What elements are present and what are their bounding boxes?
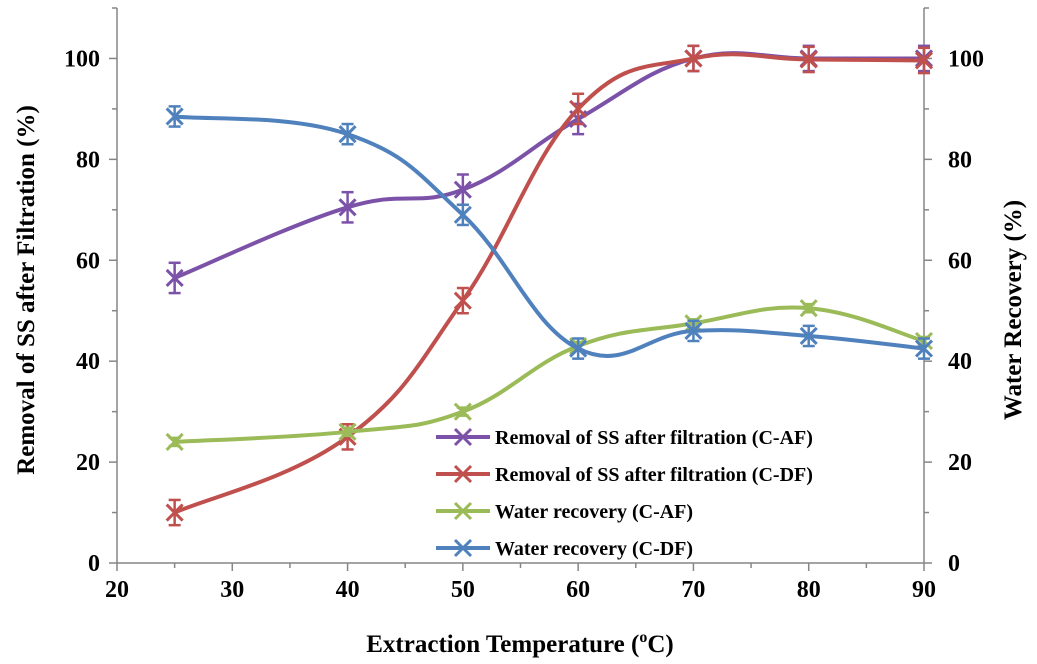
point-marker bbox=[799, 299, 818, 318]
data-point bbox=[799, 326, 818, 346]
point-marker bbox=[799, 326, 818, 346]
point-marker bbox=[799, 50, 818, 69]
x-tick-label: 60 bbox=[566, 577, 590, 603]
x-tick-label: 30 bbox=[220, 577, 244, 603]
series-4 bbox=[165, 105, 934, 360]
data-point bbox=[799, 50, 818, 69]
legend-swatch-marker bbox=[453, 501, 473, 521]
y2-tick-label: 80 bbox=[948, 147, 972, 173]
point-marker bbox=[338, 422, 357, 441]
y2-tick-label: 60 bbox=[948, 248, 972, 274]
y2-tick-label: 40 bbox=[948, 349, 972, 375]
series-line bbox=[173, 51, 924, 280]
y-tick-label: 80 bbox=[76, 147, 100, 173]
data-point bbox=[914, 339, 934, 358]
point-marker bbox=[569, 339, 588, 358]
data-point bbox=[799, 299, 818, 318]
point-marker bbox=[684, 49, 703, 68]
legend-item-3: Water recovery (C-AF) bbox=[436, 501, 693, 523]
y-tick-label: 100 bbox=[64, 46, 100, 72]
x-axis-title: Extraction Temperature (oC) bbox=[366, 629, 674, 658]
point-marker bbox=[165, 503, 184, 522]
data-point bbox=[338, 422, 357, 441]
legend-label: Water recovery (C-AF) bbox=[495, 501, 693, 523]
data-point bbox=[338, 125, 357, 144]
data-point bbox=[569, 339, 588, 358]
data-point bbox=[569, 99, 588, 118]
y-axis-title: Removal of SS after Filtration (%) bbox=[13, 105, 40, 475]
y2-tick-label: 100 bbox=[948, 46, 984, 72]
y-tick-label: 60 bbox=[76, 248, 100, 274]
legend-item-4: Water recovery (C-DF) bbox=[436, 538, 693, 560]
point-marker bbox=[165, 107, 184, 126]
data-point bbox=[453, 291, 472, 310]
point-marker bbox=[165, 268, 184, 287]
data-point bbox=[165, 268, 184, 287]
data-point bbox=[684, 49, 703, 68]
legend-label: Removal of SS after filtration (C-DF) bbox=[495, 464, 813, 486]
data-point bbox=[453, 205, 472, 224]
series-layer bbox=[165, 44, 934, 527]
series-line bbox=[174, 114, 925, 358]
x-tick-label: 40 bbox=[336, 577, 360, 603]
point-marker bbox=[453, 180, 472, 199]
legend-swatch-marker bbox=[453, 427, 473, 447]
legend-swatch-marker bbox=[453, 538, 473, 558]
point-marker bbox=[338, 198, 357, 217]
point-marker bbox=[165, 432, 184, 451]
point-marker bbox=[914, 339, 934, 358]
x-tick-label: 90 bbox=[912, 577, 936, 603]
point-marker bbox=[338, 125, 357, 144]
x-tick-label: 80 bbox=[797, 577, 821, 603]
point-marker bbox=[684, 321, 703, 340]
point-marker bbox=[453, 402, 472, 421]
data-point bbox=[165, 503, 184, 522]
data-point bbox=[338, 198, 357, 217]
series-2 bbox=[165, 44, 934, 527]
data-point bbox=[914, 51, 934, 70]
data-point bbox=[453, 402, 472, 421]
legend-item-1: Removal of SS after filtration (C-AF) bbox=[436, 427, 813, 449]
data-point bbox=[453, 180, 472, 199]
y-tick-label: 40 bbox=[76, 349, 100, 375]
x-tick-label: 20 bbox=[105, 577, 129, 603]
point-marker bbox=[914, 51, 934, 70]
data-point bbox=[684, 321, 703, 340]
legend-label: Water recovery (C-DF) bbox=[495, 538, 693, 560]
legend-item-2: Removal of SS after filtration (C-DF) bbox=[436, 464, 813, 486]
y-tick-label: 20 bbox=[76, 450, 100, 476]
point-marker bbox=[453, 291, 472, 310]
y2-axis-title: Water Recovery (%) bbox=[1000, 200, 1027, 420]
x-tick-label: 70 bbox=[681, 577, 705, 603]
point-marker bbox=[453, 205, 472, 224]
series-1 bbox=[165, 44, 934, 295]
legend-label: Removal of SS after filtration (C-AF) bbox=[495, 427, 813, 449]
x-tick-label: 50 bbox=[451, 577, 475, 603]
legend: Removal of SS after filtration (C-AF) Rem… bbox=[436, 427, 813, 560]
legend-swatch-marker bbox=[453, 464, 473, 484]
point-marker bbox=[569, 99, 588, 118]
y-tick-label: 0 bbox=[88, 551, 100, 577]
data-point bbox=[165, 432, 184, 451]
y2-tick-label: 20 bbox=[948, 450, 972, 476]
y2-tick-label: 0 bbox=[948, 551, 960, 577]
data-point bbox=[165, 107, 184, 126]
